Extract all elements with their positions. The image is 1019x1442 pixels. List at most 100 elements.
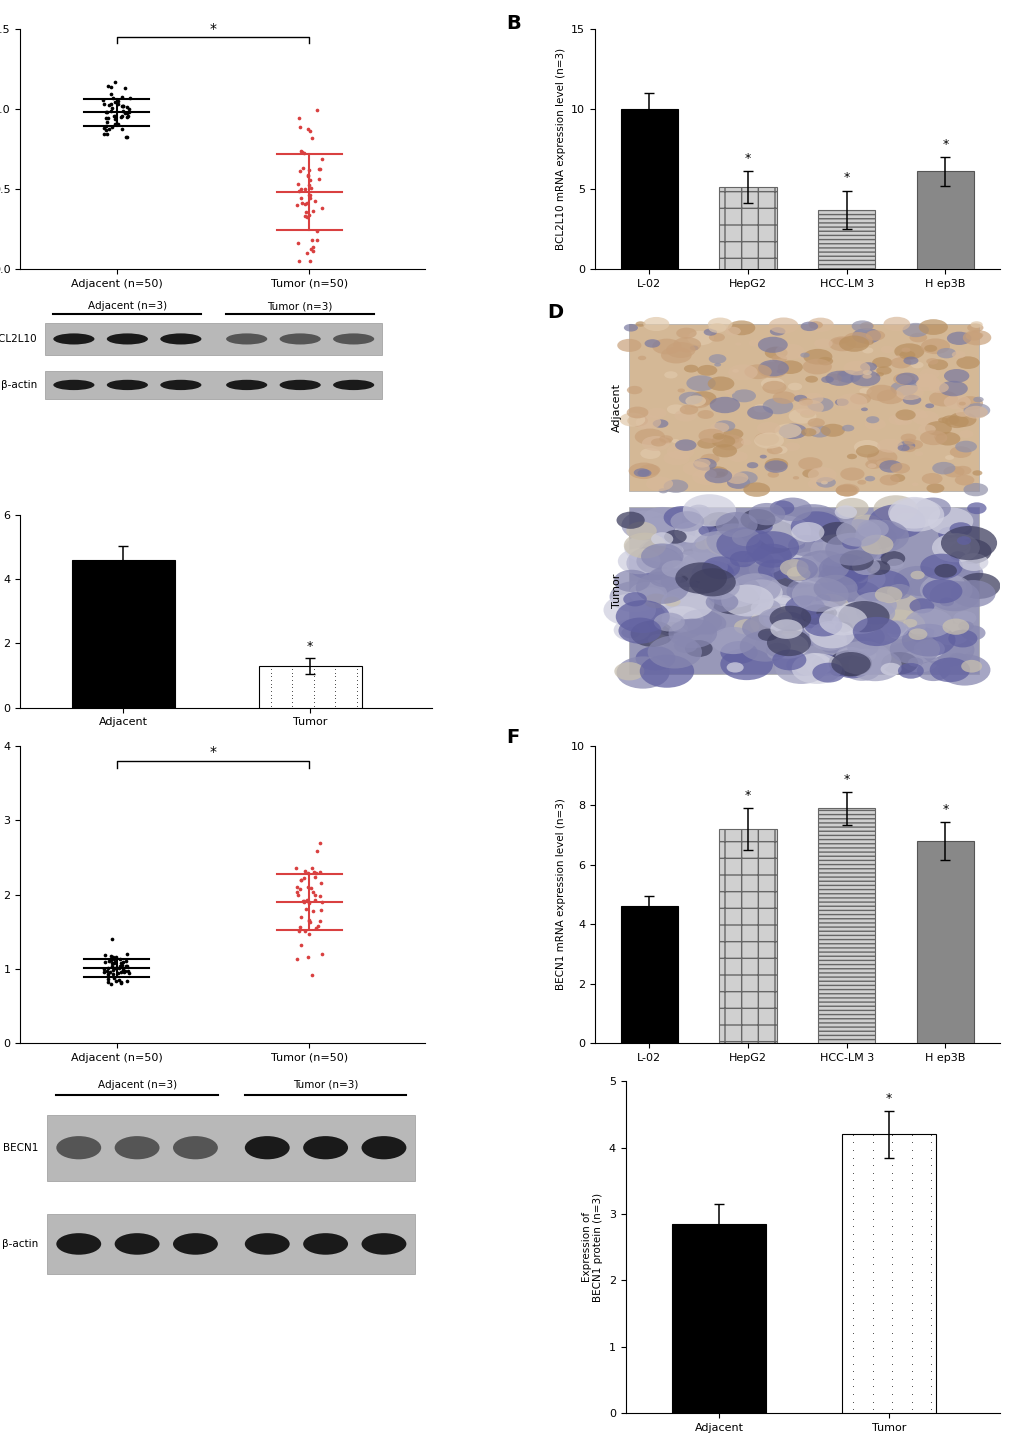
Ellipse shape — [843, 360, 869, 375]
Ellipse shape — [834, 656, 870, 678]
Point — [116, 76, 132, 99]
Ellipse shape — [621, 627, 639, 639]
Point — [299, 192, 315, 215]
Ellipse shape — [875, 593, 920, 620]
Ellipse shape — [708, 333, 725, 342]
Ellipse shape — [843, 332, 872, 348]
Ellipse shape — [643, 317, 668, 332]
Ellipse shape — [775, 369, 784, 373]
Ellipse shape — [648, 567, 681, 587]
Ellipse shape — [919, 554, 962, 580]
Point — [302, 183, 318, 206]
Text: β-actin: β-actin — [2, 1239, 39, 1249]
Ellipse shape — [729, 564, 771, 591]
Ellipse shape — [956, 356, 979, 369]
Ellipse shape — [650, 532, 673, 545]
Ellipse shape — [748, 562, 773, 577]
Ellipse shape — [763, 460, 787, 473]
Point — [300, 891, 316, 914]
Ellipse shape — [697, 438, 716, 448]
Ellipse shape — [785, 596, 824, 620]
Ellipse shape — [722, 435, 739, 444]
Ellipse shape — [907, 658, 922, 666]
Ellipse shape — [675, 440, 696, 451]
Ellipse shape — [762, 606, 806, 632]
Ellipse shape — [902, 619, 916, 627]
Point — [114, 85, 130, 108]
Ellipse shape — [950, 580, 995, 607]
Point — [290, 249, 307, 273]
Ellipse shape — [823, 611, 845, 624]
Point — [113, 104, 129, 127]
Point — [308, 839, 324, 862]
Ellipse shape — [931, 534, 979, 562]
Bar — [47, 1214, 415, 1273]
Ellipse shape — [956, 397, 982, 411]
Ellipse shape — [810, 629, 846, 650]
Ellipse shape — [847, 637, 877, 658]
Point — [297, 919, 313, 942]
Ellipse shape — [827, 650, 871, 676]
Ellipse shape — [881, 622, 908, 637]
Ellipse shape — [834, 505, 856, 519]
Ellipse shape — [835, 622, 852, 633]
Ellipse shape — [809, 622, 854, 649]
Point — [293, 192, 310, 215]
Point — [111, 947, 127, 970]
Ellipse shape — [714, 434, 743, 450]
Ellipse shape — [671, 623, 688, 633]
Ellipse shape — [938, 597, 953, 606]
Ellipse shape — [794, 399, 823, 415]
Bar — [718, 187, 775, 270]
Ellipse shape — [361, 1233, 406, 1255]
Ellipse shape — [793, 391, 799, 395]
Ellipse shape — [787, 382, 801, 391]
Ellipse shape — [732, 529, 759, 547]
Ellipse shape — [835, 398, 848, 407]
Ellipse shape — [872, 495, 917, 522]
Point — [103, 945, 119, 968]
Ellipse shape — [669, 510, 703, 532]
Ellipse shape — [957, 572, 1000, 598]
Ellipse shape — [713, 363, 720, 366]
Ellipse shape — [879, 346, 893, 353]
Point — [103, 92, 119, 115]
Ellipse shape — [808, 322, 822, 329]
Ellipse shape — [706, 523, 761, 557]
Ellipse shape — [857, 480, 865, 485]
Ellipse shape — [624, 535, 669, 562]
Ellipse shape — [615, 600, 669, 633]
Ellipse shape — [636, 548, 680, 574]
Ellipse shape — [682, 495, 736, 526]
Ellipse shape — [780, 559, 808, 577]
Ellipse shape — [941, 526, 997, 559]
Ellipse shape — [753, 433, 784, 448]
Ellipse shape — [876, 438, 902, 453]
Bar — [842, 1135, 934, 1413]
Ellipse shape — [802, 469, 818, 477]
Ellipse shape — [958, 402, 965, 405]
Point — [114, 953, 130, 976]
Ellipse shape — [666, 444, 694, 459]
Ellipse shape — [745, 531, 798, 564]
Ellipse shape — [836, 519, 880, 547]
Ellipse shape — [954, 474, 973, 486]
Ellipse shape — [693, 461, 699, 464]
Point — [115, 960, 131, 983]
Ellipse shape — [107, 333, 148, 345]
Ellipse shape — [719, 547, 747, 562]
Point — [301, 120, 317, 143]
Ellipse shape — [663, 480, 688, 493]
Ellipse shape — [851, 327, 880, 343]
Point — [98, 118, 114, 141]
Ellipse shape — [924, 421, 951, 435]
Ellipse shape — [769, 327, 785, 336]
Ellipse shape — [953, 466, 970, 476]
Ellipse shape — [824, 371, 853, 386]
Ellipse shape — [811, 655, 843, 673]
Ellipse shape — [635, 322, 645, 327]
Bar — [47, 1115, 415, 1181]
Ellipse shape — [777, 424, 806, 438]
Ellipse shape — [693, 459, 716, 470]
Ellipse shape — [759, 454, 766, 459]
